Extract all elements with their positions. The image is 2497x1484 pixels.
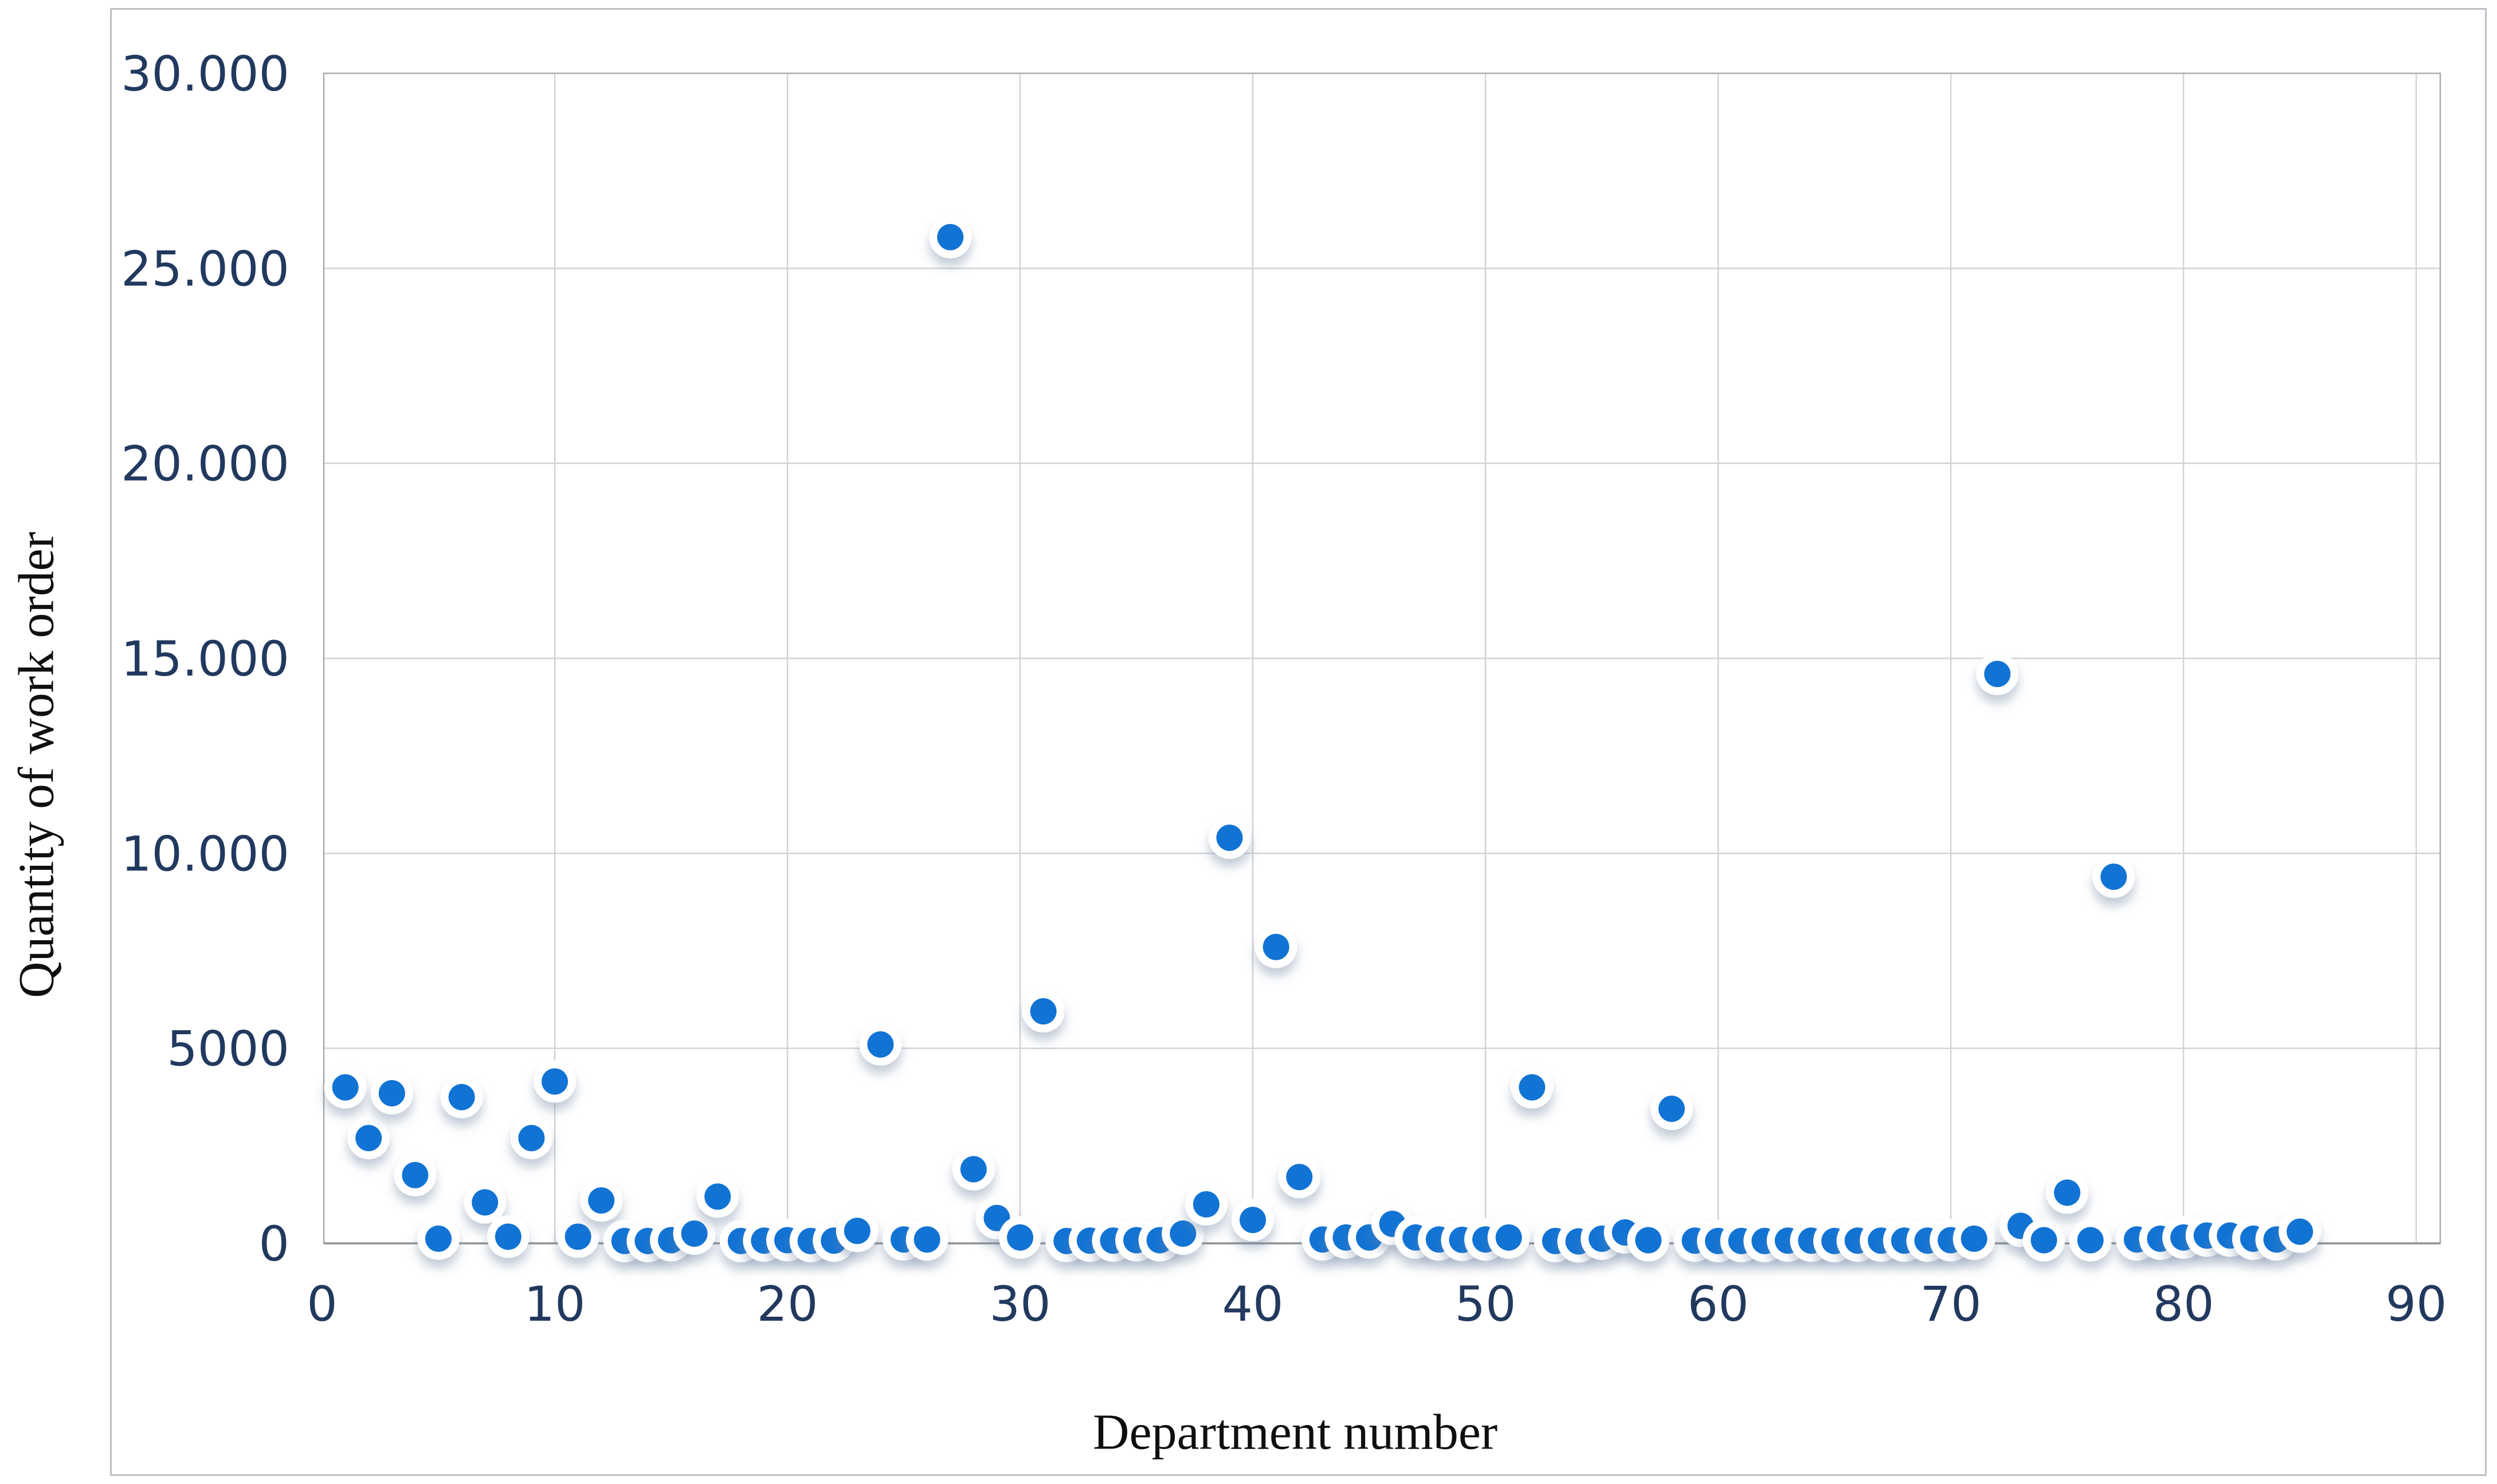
y-tick-label: 20.000 [121,436,289,492]
data-point [355,1125,382,1152]
x-tick-label: 90 [2386,1276,2447,1332]
data-point [867,1031,894,1058]
data-point [2054,1179,2080,1206]
data-point [1658,1096,1685,1122]
x-tick-label: 80 [2153,1276,2214,1332]
data-point [1984,661,2011,688]
data-points [324,215,2321,1263]
data-point [914,1226,940,1253]
data-point [1635,1227,1662,1254]
x-tick-label: 40 [1222,1276,1284,1332]
y-tick-label: 30.000 [121,46,289,102]
data-point [1263,933,1289,960]
data-point [937,223,964,250]
y-tick-label: 15.000 [121,631,289,687]
data-point [472,1189,499,1216]
y-tick-label: 25.000 [121,241,289,297]
x-tick-label: 60 [1688,1276,1749,1332]
x-tick-label: 0 [307,1276,337,1332]
x-tick-label: 20 [757,1276,818,1332]
data-point [1519,1074,1546,1101]
data-point [1961,1225,1988,1252]
data-point [2077,1227,2104,1254]
x-tick-label: 70 [1920,1276,1982,1332]
y-tick-label: 10.000 [121,826,289,882]
x-tick-label: 10 [524,1276,586,1332]
x-tick-labels: 0 10 20 30 40 50 60 70 80 90 [307,1276,2447,1332]
data-point [588,1187,615,1214]
data-point [1286,1164,1313,1191]
data-point [378,1079,405,1106]
x-tick-label: 30 [990,1276,1051,1332]
data-point [518,1125,545,1152]
data-point [495,1223,522,1250]
y-axis-title: Quantity of work order [9,532,65,998]
data-point [2030,1227,2057,1254]
data-point [565,1223,591,1250]
data-point [1216,825,1243,851]
data-point [425,1225,452,1252]
data-point [332,1074,359,1101]
data-point [960,1156,987,1183]
x-axis-title: Department number [1092,1404,1498,1461]
y-tick-label: 5000 [167,1021,289,1077]
data-point [1030,998,1057,1025]
data-point [704,1183,731,1210]
x-tick-label: 50 [1455,1276,1516,1332]
gridlines [324,73,2440,1243]
data-point [448,1083,475,1110]
data-point [1007,1224,1033,1251]
y-tick-labels: 0 5000 10.000 15.000 20.000 25.000 30.000 [121,46,289,1272]
data-point [542,1068,568,1095]
y-tick-label: 0 [259,1216,289,1272]
data-point [1240,1207,1266,1234]
data-point [1495,1224,1522,1251]
data-point [402,1161,429,1188]
data-point [844,1218,871,1244]
data-point [2287,1218,2313,1245]
data-point [1170,1220,1197,1247]
data-point [681,1220,708,1247]
data-point [2100,863,2127,890]
data-point [1193,1191,1220,1218]
